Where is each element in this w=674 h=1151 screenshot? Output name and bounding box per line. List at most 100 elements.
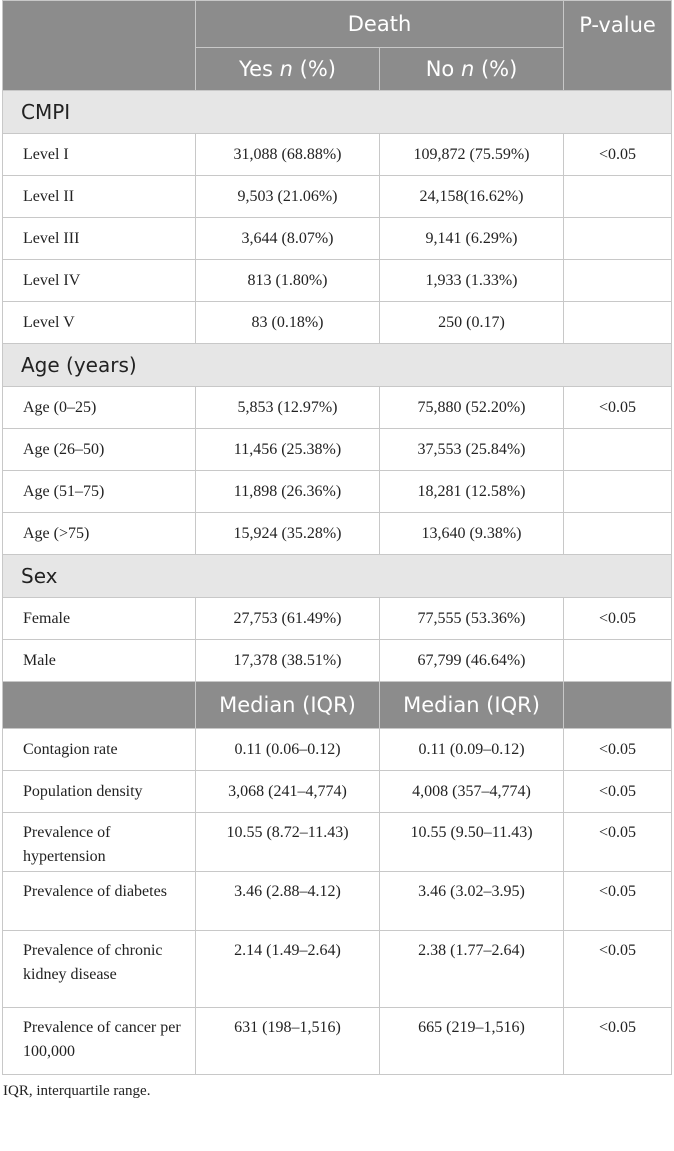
cell-p [563,512,673,555]
cell-p [563,301,673,344]
row-label: Female [2,597,196,640]
table-row: Level IV 813 (1.80%) 1,933 (1.33%) [2,259,673,302]
header-death: Death [194,0,565,48]
cell-no: 18,281 (12.58%) [378,470,565,513]
cell-yes: 10.55 (8.72–11.43) [195,812,380,872]
table-row: Age (26–50) 11,456 (25.38%) 37,553 (25.8… [2,428,673,471]
row-label: Level III [2,217,196,260]
table-row: Prevalence of chronic kidney disease 2.1… [2,930,673,1008]
table-container: Death P-value Yes n (%) No n (%) CMPI Le… [1,0,673,1099]
section-row-cmpi: CMPI [1,90,673,134]
cell-p: <0.05 [563,1007,673,1075]
cell-no: 0.11 (0.09–0.12) [378,728,565,771]
cell-no: 665 (219–1,516) [378,1007,565,1075]
row-label: Level IV [2,259,196,302]
row-label: Level V [2,301,196,344]
header-yes-n: n [279,57,293,81]
row-label: Age (0–25) [2,386,196,429]
table-row: Level V 83 (0.18%) 250 (0.17) [2,301,673,344]
section-title: Sex [1,554,673,598]
cell-p [563,175,673,218]
cell-yes: 27,753 (61.49%) [195,597,380,640]
cell-yes: 5,853 (12.97%) [195,386,380,429]
row-label: Contagion rate [2,728,196,771]
cell-p: <0.05 [563,812,673,872]
row-label: Level I [2,133,196,176]
table-footnote: IQR, interquartile range. [3,1083,151,1099]
header-no-n: n [460,57,475,81]
table-row: Prevalence of hypertension 10.55 (8.72–1… [2,812,673,872]
table-row: Population density 3,068 (241–4,774) 4,0… [2,770,673,813]
cell-p [563,217,673,260]
table-row: Level I 31,088 (68.88%) 109,872 (75.59%)… [2,133,673,176]
cell-p [563,639,673,682]
header-no-label: No [425,57,455,81]
cell-no: 24,158(16.62%) [378,175,565,218]
cell-no: 3.46 (3.02–3.95) [378,871,565,931]
cell-yes: 17,378 (38.51%) [195,639,380,682]
cell-p: <0.05 [563,930,673,1008]
cell-no: 10.55 (9.50–11.43) [378,812,565,872]
header-yes-pct: (%) [299,57,336,81]
header-p-value: P-value [563,0,673,91]
cell-no: 77,555 (53.36%) [378,597,565,640]
cell-yes: 631 (198–1,516) [195,1007,380,1075]
cell-no: 4,008 (357–4,774) [378,770,565,813]
header-empty-cell [2,0,196,91]
header-no: No n (%) [378,47,565,91]
cell-p: <0.05 [563,728,673,771]
table-row: Age (>75) 15,924 (35.28%) 13,640 (9.38%) [2,512,673,555]
header-yes-label: Yes [239,57,273,81]
row-label: Prevalence of cancer per 100,000 [2,1007,196,1075]
cell-no: 37,553 (25.84%) [378,428,565,471]
row-label: Population density [2,770,196,813]
cell-p [563,259,673,302]
table-row: Female 27,753 (61.49%) 77,555 (53.36%) <… [2,597,673,640]
row-label: Level II [2,175,196,218]
table-row: Level III 3,644 (8.07%) 9,141 (6.29%) [2,217,673,260]
cell-yes: 0.11 (0.06–0.12) [195,728,380,771]
row-label: Male [2,639,196,682]
cell-yes: 3,644 (8.07%) [195,217,380,260]
table-row: Level II 9,503 (21.06%) 24,158(16.62%) [2,175,673,218]
cell-no: 67,799 (46.64%) [378,639,565,682]
section-title: CMPI [1,90,673,134]
cell-yes: 9,503 (21.06%) [195,175,380,218]
cell-no: 75,880 (52.20%) [378,386,565,429]
cell-yes: 83 (0.18%) [195,301,380,344]
row-label: Prevalence of diabetes [2,871,196,931]
median-header-no: Median (IQR) [378,681,565,729]
row-label: Prevalence of chronic kidney disease [2,930,196,1008]
section-row-sex: Sex [1,554,673,598]
cell-no: 9,141 (6.29%) [378,217,565,260]
median-header-p-empty [563,681,673,729]
median-header-empty [2,681,196,729]
cell-no: 13,640 (9.38%) [378,512,565,555]
section-row-age: Age (years) [1,343,673,387]
header-yes: Yes n (%) [195,47,380,91]
cell-p: <0.05 [563,597,673,640]
cell-p [563,470,673,513]
cell-yes: 11,898 (26.36%) [195,470,380,513]
cell-no: 250 (0.17) [378,301,565,344]
cell-yes: 3.46 (2.88–4.12) [195,871,380,931]
cell-no: 2.38 (1.77–2.64) [378,930,565,1008]
mortality-table: Death P-value Yes n (%) No n (%) CMPI Le… [1,0,673,1075]
cell-p: <0.05 [563,133,673,176]
cell-p: <0.05 [563,770,673,813]
cell-no: 109,872 (75.59%) [378,133,565,176]
row-label: Age (>75) [2,512,196,555]
table-row: Prevalence of cancer per 100,000 631 (19… [2,1007,673,1075]
header-no-pct: (%) [480,57,518,81]
table-row: Age (0–25) 5,853 (12.97%) 75,880 (52.20%… [2,386,673,429]
table-row: Contagion rate 0.11 (0.06–0.12) 0.11 (0.… [2,728,673,771]
cell-yes: 813 (1.80%) [195,259,380,302]
row-label: Prevalence of hypertension [2,812,196,872]
table-row: Male 17,378 (38.51%) 67,799 (46.64%) [2,639,673,682]
table-row: Prevalence of diabetes 3.46 (2.88–4.12) … [2,871,673,931]
cell-yes: 3,068 (241–4,774) [195,770,380,813]
row-label: Age (51–75) [2,470,196,513]
median-header-yes: Median (IQR) [195,681,380,729]
cell-p [563,428,673,471]
cell-yes: 2.14 (1.49–2.64) [195,930,380,1008]
